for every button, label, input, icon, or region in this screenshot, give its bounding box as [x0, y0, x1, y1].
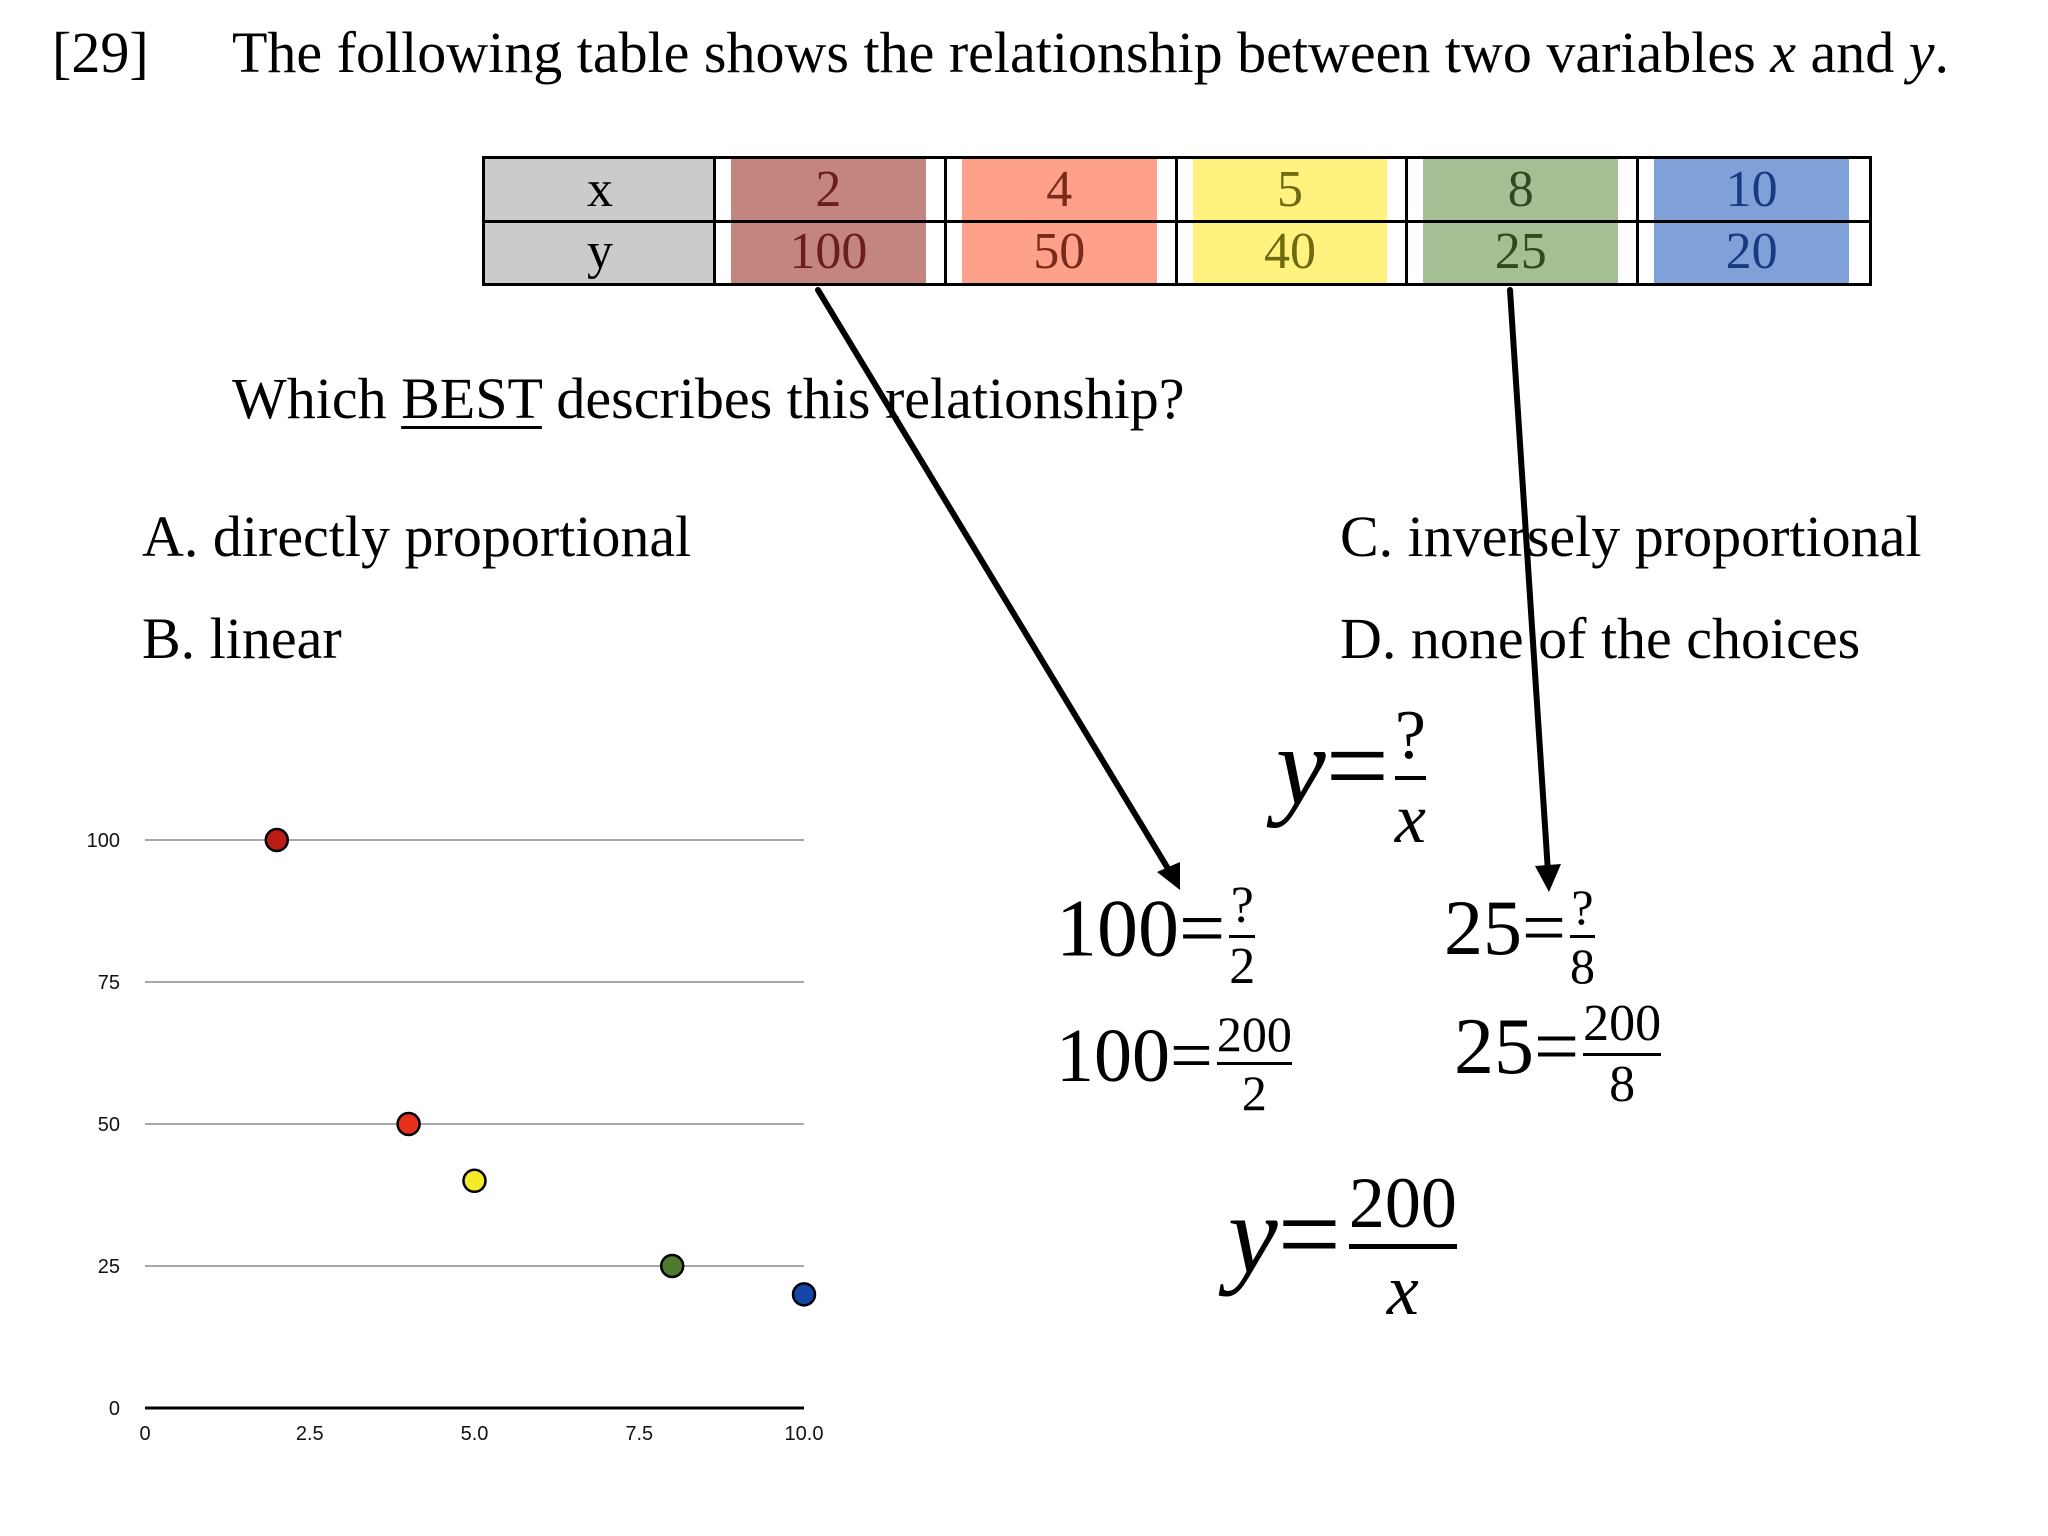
- eq-result-denominator: x: [1386, 1250, 1419, 1330]
- y-tick-label: 75: [98, 972, 120, 994]
- table-cell-x-5: 10: [1725, 161, 1778, 218]
- question-stem: The following table shows the relationsh…: [232, 18, 1949, 88]
- eq-general-y: y: [1276, 704, 1326, 829]
- x-tick-label: 7.5: [625, 1423, 653, 1445]
- equation-result: y= 200 x: [1228, 1166, 1457, 1327]
- eq3-numerator: 200: [1216, 1006, 1292, 1063]
- data-point-1: [264, 827, 290, 853]
- data-point-5: [791, 1282, 817, 1307]
- y-tick-label: 25: [98, 1256, 120, 1278]
- data-point-2: [396, 1111, 421, 1137]
- choice-a[interactable]: A. directly proportional: [142, 504, 692, 569]
- y-tick-label: 50: [98, 1114, 120, 1136]
- table-row-divider: [485, 220, 1869, 223]
- choice-d[interactable]: D. none of the choices: [1340, 606, 1861, 671]
- stem-var-x: x: [1770, 20, 1796, 85]
- table-cell-x-2: 4: [1046, 161, 1073, 218]
- eq2-denominator: 8: [1570, 937, 1595, 994]
- x-tick-label: 0: [139, 1423, 150, 1445]
- stem-text: The following table shows the relationsh…: [232, 20, 1771, 85]
- y-tick-label: 100: [87, 830, 120, 852]
- eq4-numerator: 200: [1583, 995, 1662, 1052]
- table-cell-x-4: 8: [1507, 161, 1534, 218]
- stem-var-y: y: [1908, 20, 1935, 85]
- eq4-denominator: 8: [1609, 1056, 1636, 1113]
- eq-general-equals: =: [1325, 704, 1389, 829]
- eq4-lhs: 25: [1454, 1002, 1534, 1091]
- xy-table: x y 2 100 4 50 5 40 8 25 10 20: [482, 156, 1872, 286]
- eq3-lhs: 100: [1056, 1014, 1170, 1098]
- table-cell-y-2: 50: [1033, 223, 1086, 280]
- prompt-text: Which: [232, 366, 402, 431]
- prompt-emphasis: BEST: [401, 366, 542, 431]
- x-tick-label: 5.0: [461, 1423, 489, 1445]
- eq3-equals: =: [1170, 1014, 1213, 1098]
- eq2-lhs: 25: [1444, 884, 1522, 971]
- equation-step3: 100= 200 2: [1056, 1008, 1292, 1118]
- question-number: [29]: [52, 20, 149, 85]
- eq4-equals: =: [1534, 1002, 1580, 1091]
- eq-general-numerator: ?: [1394, 697, 1426, 774]
- choice-b[interactable]: B. linear: [142, 606, 342, 671]
- x-tick-label: 10.0: [785, 1423, 824, 1445]
- equation-general: y=? x: [1276, 700, 1426, 856]
- eq-general-denominator: x: [1394, 781, 1426, 858]
- equation-step2: 25=? 8: [1444, 880, 1595, 991]
- equation-step1: 100=? 2: [1056, 877, 1256, 995]
- table-cell-y-3: 40: [1263, 223, 1316, 280]
- eq-result-y: y: [1228, 1173, 1278, 1298]
- x-tick-label: 2.5: [296, 1423, 324, 1445]
- eq-result-numerator: 200: [1348, 1163, 1457, 1243]
- scatter-chart: 0 25 50 75 100 0 2.5 5.0 7.5 10.0: [87, 827, 824, 1445]
- eq2-numerator: ?: [1571, 878, 1594, 935]
- table-cell-y-1: 100: [789, 223, 868, 280]
- y-tick-label: 0: [109, 1398, 120, 1420]
- eq1-denominator: 2: [1229, 938, 1256, 995]
- equation-step4: 25= 200 8: [1454, 995, 1662, 1113]
- eq1-lhs: 100: [1056, 882, 1179, 974]
- stem-and: and: [1795, 20, 1909, 85]
- table-cell-y-4: 25: [1494, 223, 1547, 280]
- choice-c[interactable]: C. inversely proportional: [1340, 504, 1922, 569]
- eq1-numerator: ?: [1230, 877, 1254, 934]
- table-row-label-y: y: [485, 221, 715, 283]
- data-point-4: [659, 1253, 685, 1279]
- eq1-equals: =: [1179, 882, 1226, 974]
- arrow-col4-to-eq2: [1507, 287, 1551, 875]
- eq-result-equals: =: [1277, 1173, 1341, 1298]
- table-cell-y-5: 20: [1725, 223, 1778, 280]
- table-cell-x-3: 5: [1276, 161, 1303, 218]
- stem-period: .: [1934, 20, 1949, 85]
- table-row-label-x: x: [485, 159, 715, 221]
- table-cell-x-1: 2: [815, 161, 842, 218]
- eq2-equals: =: [1522, 884, 1566, 971]
- eq3-denominator: 2: [1241, 1065, 1267, 1122]
- data-point-3: [462, 1168, 487, 1194]
